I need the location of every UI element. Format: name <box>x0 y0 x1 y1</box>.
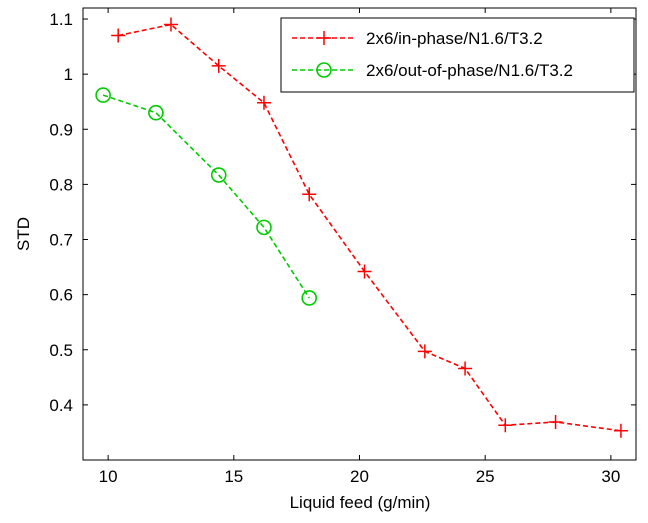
legend-marker <box>317 31 331 45</box>
legend-item: 2x6/out-of-phase/N1.6/T3.2 <box>292 61 573 80</box>
y-tick-label: 0.6 <box>49 286 73 305</box>
y-tick-label: 1 <box>64 65 73 84</box>
y-tick-label: 0.4 <box>49 396 73 415</box>
data-point-plus <box>417 344 432 359</box>
data-point-plus <box>498 418 513 433</box>
y-tick-label: 1.1 <box>49 10 73 29</box>
data-point-circle <box>256 219 272 236</box>
legend-item: 2x6/in-phase/N1.6/T3.2 <box>292 29 543 48</box>
data-point-plus <box>111 28 126 43</box>
legend-box <box>280 17 635 93</box>
x-tick-label: 15 <box>224 467 243 486</box>
axis-ticks: 10 15 20 25 30 0.4 0.5 0.6 0.7 0.8 0.9 1 1.1 <box>49 8 636 486</box>
series-group <box>95 17 628 438</box>
data-point-plus <box>548 414 563 429</box>
x-tick-label: 10 <box>99 467 118 486</box>
data-point-circle <box>210 167 227 183</box>
data-point-circle <box>95 87 111 103</box>
series-1 <box>111 17 628 438</box>
y-axis-title: STD <box>14 217 33 251</box>
data-point-circle <box>301 290 318 306</box>
legend-label: 2x6/out-of-phase/N1.6/T3.2 <box>366 61 573 80</box>
data-point-plus <box>302 187 317 202</box>
data-point-plus <box>256 95 271 110</box>
legend: 2x6/in-phase/N1.6/T3.2 2x6/out-of-phase/N… <box>280 17 635 93</box>
series-2 <box>95 87 318 306</box>
data-point-plus <box>357 264 372 279</box>
x-axis-title: Liquid feed (g/min) <box>290 493 431 512</box>
x-tick-label: 25 <box>476 467 495 486</box>
data-point-plus <box>613 423 628 438</box>
y-tick-label: 0.5 <box>49 341 73 360</box>
series-line <box>102 94 310 299</box>
y-tick-label: 0.7 <box>49 231 73 250</box>
legend-marker <box>316 62 332 78</box>
y-tick-label: 0.9 <box>49 120 73 139</box>
legend-label: 2x6/in-phase/N1.6/T3.2 <box>366 29 543 48</box>
x-tick-label: 20 <box>350 467 369 486</box>
x-tick-label: 30 <box>601 467 620 486</box>
data-point-circle <box>148 104 164 121</box>
y-tick-label: 0.8 <box>49 175 73 194</box>
data-point-plus <box>163 17 178 32</box>
data-point-plus <box>211 58 226 73</box>
data-point-plus <box>458 361 473 376</box>
